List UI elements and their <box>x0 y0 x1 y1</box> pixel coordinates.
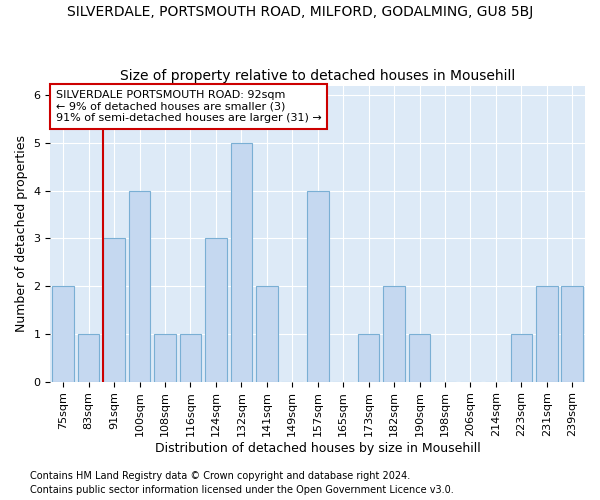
Bar <box>536 286 557 382</box>
Bar <box>103 238 125 382</box>
Bar <box>154 334 176 382</box>
Y-axis label: Number of detached properties: Number of detached properties <box>15 135 28 332</box>
Bar <box>409 334 430 382</box>
Title: Size of property relative to detached houses in Mousehill: Size of property relative to detached ho… <box>120 69 515 83</box>
Bar <box>205 238 227 382</box>
Bar <box>256 286 278 382</box>
Bar <box>179 334 201 382</box>
Bar <box>562 286 583 382</box>
Bar <box>383 286 405 382</box>
Bar <box>52 286 74 382</box>
Text: SILVERDALE PORTSMOUTH ROAD: 92sqm
← 9% of detached houses are smaller (3)
91% of: SILVERDALE PORTSMOUTH ROAD: 92sqm ← 9% o… <box>56 90 322 123</box>
Text: SILVERDALE, PORTSMOUTH ROAD, MILFORD, GODALMING, GU8 5BJ: SILVERDALE, PORTSMOUTH ROAD, MILFORD, GO… <box>67 5 533 19</box>
X-axis label: Distribution of detached houses by size in Mousehill: Distribution of detached houses by size … <box>155 442 481 455</box>
Text: Contains HM Land Registry data © Crown copyright and database right 2024.
Contai: Contains HM Land Registry data © Crown c… <box>30 471 454 495</box>
Bar <box>128 190 151 382</box>
Bar <box>358 334 379 382</box>
Bar <box>511 334 532 382</box>
Bar <box>230 143 252 382</box>
Bar <box>307 190 329 382</box>
Bar <box>78 334 100 382</box>
